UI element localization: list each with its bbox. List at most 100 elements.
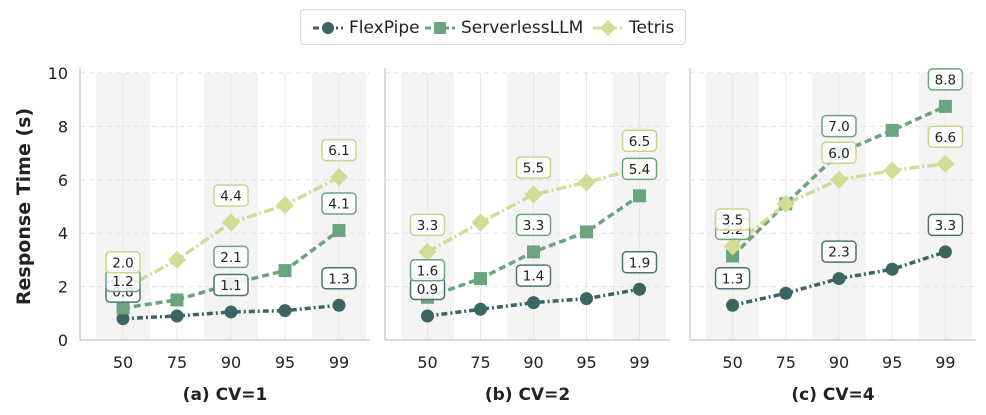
data-label-box [927,213,964,237]
data-label-box [409,259,446,282]
point-serverlessllm [726,249,740,263]
x-tick-label: 99 [935,353,955,372]
data-label-box [621,157,658,181]
data-label-serverlessllm: 1.2 [112,274,133,290]
data-label-tetris: 4.4 [220,189,241,205]
point-tetris [524,185,543,204]
data-label-box [321,267,357,290]
data-label-serverlessllm: 3.3 [523,218,544,234]
data-label-flexpipe: 1.1 [220,278,241,294]
point-tetris [883,161,902,180]
point-flexpipe [474,302,487,316]
legend-label-serverlessllm: ServerlessLLM [461,18,584,38]
data-label-box [105,251,141,274]
data-label-box [213,273,249,297]
legend-item-flexpipe: FlexPipe [311,10,420,46]
data-label-box [515,264,552,287]
data-label-flexpipe: 0.9 [417,282,438,298]
data-label-box [927,125,964,149]
point-serverlessllm [885,123,899,137]
x-tick-label: 99 [329,353,349,372]
data-label-tetris: 3.3 [417,218,438,234]
data-label-box [515,156,552,179]
series-line-tetris [426,166,640,254]
point-flexpipe [224,305,238,319]
point-flexpipe [938,245,952,259]
point-flexpipe [726,298,740,312]
data-label-box [821,141,857,165]
point-serverlessllm [580,225,593,239]
y-tick-label: 6 [58,171,68,190]
point-serverlessllm [527,245,540,259]
point-flexpipe [421,309,434,323]
x-tick-label: 75 [167,353,187,372]
x-tick-label: 95 [275,353,295,372]
point-tetris [577,173,596,192]
point-flexpipe [170,309,184,323]
data-label-box [621,129,658,153]
data-label-flexpipe: 1.9 [629,255,650,271]
point-tetris [330,168,348,187]
data-label-box [714,267,751,290]
data-label-flexpipe: 3.3 [935,218,956,234]
panel-title: (c) CV=4 [791,385,874,405]
x-tick-label: 75 [776,353,796,372]
data-label-flexpipe: 1.4 [523,269,544,285]
data-label-flexpipe: 1.3 [722,271,743,287]
y-tick-label: 4 [58,224,68,243]
y-tick-label: 8 [58,117,68,136]
y-tick-label: 2 [58,278,68,297]
point-flexpipe [885,262,899,276]
data-label-box [927,68,964,91]
point-tetris [723,237,742,256]
data-label-serverlessllm: 5.4 [629,162,650,178]
point-tetris [276,196,294,215]
point-serverlessllm [116,301,130,315]
x-tick-label: 90 [523,353,543,372]
data-label-box [409,213,446,237]
series-line-flexpipe [732,250,946,307]
data-label-flexpipe: 2.3 [828,245,849,261]
legend-label-flexpipe: FlexPipe [349,18,420,38]
data-label-tetris: 6.0 [828,146,849,162]
data-label-box [821,114,857,138]
point-tetris [936,154,955,173]
x-tick-label: 99 [629,353,649,372]
point-tetris [168,250,186,269]
x-tick-label: 50 [722,353,742,372]
data-label-box [321,192,357,215]
x-tick-label: 50 [417,353,437,372]
data-label-tetris: 2.0 [112,255,133,271]
data-label-tetris: 6.6 [935,130,956,146]
x-tick-label: 95 [882,353,902,372]
panel-title: (a) CV=1 [183,385,268,405]
tetris-legend-marker-icon [593,20,623,36]
data-label-box [321,138,357,162]
data-label-serverlessllm: 8.8 [935,72,956,88]
legend-item-tetris: Tetris [591,10,674,46]
legend: FlexPipe ServerlessLLM Tetris [300,9,686,45]
data-label-serverlessllm: 2.1 [220,250,241,266]
point-flexpipe [332,298,346,312]
data-label-tetris: 6.1 [328,143,349,159]
y-axis-label: Response Time (s) [13,108,35,305]
x-tick-label: 75 [470,353,490,372]
data-label-box [213,184,249,207]
x-tick-label: 90 [829,353,849,372]
data-label-serverlessllm: 1.6 [417,263,438,279]
point-serverlessllm [474,272,487,286]
data-label-tetris: 6.5 [629,134,650,150]
data-label-tetris: 3.5 [722,213,743,229]
point-tetris [222,213,240,232]
series-line-flexpipe [427,287,640,318]
x-tick-label: 50 [113,353,133,372]
x-tick-label: 95 [576,353,596,372]
data-label-serverlessllm: 7.0 [828,119,849,135]
panel-title: (b) CV=2 [485,385,570,405]
legend-item-serverlessllm: ServerlessLLM [423,10,583,46]
data-label-box [714,208,751,231]
point-flexpipe [779,286,793,300]
